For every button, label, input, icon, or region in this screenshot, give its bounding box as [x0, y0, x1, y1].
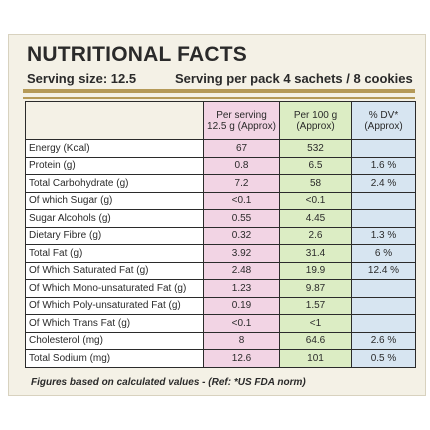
dv-value: 0.5 % [351, 349, 416, 368]
table-row: Total Fat (g) 3.92 31.4 6 % [25, 244, 416, 263]
nutrient-label: Sugar Alcohols (g) [25, 209, 204, 228]
table-row: Total Carbohydrate (g) 7.2 58 2.4 % [25, 174, 416, 193]
header-divider [23, 89, 415, 93]
nutrient-label: Total Fat (g) [25, 244, 204, 263]
nutrition-facts-panel: NUTRITIONAL FACTS Serving size: 12.5 Ser… [8, 34, 426, 396]
per-serving-value: 3.92 [203, 244, 280, 263]
dv-value: 2.6 % [351, 331, 416, 350]
table-row: Cholesterol (mg) 8 64.6 2.6 % [25, 331, 416, 350]
serving-size: Serving size: 12.5 [27, 71, 137, 86]
per-serving-value: 2.48 [203, 261, 280, 280]
per-100g-value: 31.4 [279, 244, 352, 263]
dv-value [351, 191, 416, 210]
dv-value: 1.3 % [351, 226, 416, 245]
table-row: Total Sodium (mg) 12.6 101 0.5 % [25, 349, 416, 368]
nutrient-label: Total Sodium (mg) [25, 349, 204, 368]
header-nutrient [25, 101, 204, 140]
dv-value [351, 209, 416, 228]
per-serving-value: <0.1 [203, 191, 280, 210]
nutrient-label: Of Which Saturated Fat (g) [25, 261, 204, 280]
table-row: Energy (Kcal) 67 532 [25, 139, 416, 158]
table-header-row: Per serving 12.5 g (Approx) Per 100 g (A… [25, 101, 416, 140]
nutrient-label: Of Which Mono-unsaturated Fat (g) [25, 279, 204, 298]
per-serving-value: 1.23 [203, 279, 280, 298]
dv-value: 6 % [351, 244, 416, 263]
nutrient-label: Total Carbohydrate (g) [25, 174, 204, 193]
dv-value [351, 296, 416, 315]
per-serving-value: 7.2 [203, 174, 280, 193]
per-100g-value: 58 [279, 174, 352, 193]
per-serving-value: 67 [203, 139, 280, 158]
per-100g-value: 4.45 [279, 209, 352, 228]
per-100g-value: 6.5 [279, 156, 352, 175]
table-row: Of Which Saturated Fat (g) 2.48 19.9 12.… [25, 261, 416, 280]
per-100g-value: <0.1 [279, 191, 352, 210]
nutrient-label: Protein (g) [25, 156, 204, 175]
footnote: Figures based on calculated values - (Re… [31, 377, 306, 388]
table-row: Of Which Mono-unsaturated Fat (g) 1.23 9… [25, 279, 416, 298]
nutrition-table: Per serving 12.5 g (Approx) Per 100 g (A… [25, 101, 416, 368]
per-serving-value: 0.55 [203, 209, 280, 228]
table-row: Sugar Alcohols (g) 0.55 4.45 [25, 209, 416, 228]
header-dv: % DV* (Approx) [351, 101, 416, 140]
page-title: NUTRITIONAL FACTS [27, 43, 248, 66]
table-row: Of which Sugar (g) <0.1 <0.1 [25, 191, 416, 210]
table-row: Of Which Trans Fat (g) <0.1 <1 [25, 314, 416, 333]
serving-per-pack: Serving per pack 4 sachets / 8 cookies [175, 71, 413, 86]
table-row: Protein (g) 0.8 6.5 1.6 % [25, 156, 416, 175]
per-100g-value: 64.6 [279, 331, 352, 350]
header-divider-thin [23, 97, 415, 99]
per-100g-value: 101 [279, 349, 352, 368]
dv-value: 12.4 % [351, 261, 416, 280]
per-100g-value: 1.57 [279, 296, 352, 315]
per-100g-value: <1 [279, 314, 352, 333]
per-100g-value: 9.87 [279, 279, 352, 298]
dv-value [351, 314, 416, 333]
nutrient-label: Cholesterol (mg) [25, 331, 204, 350]
nutrient-label: Of Which Trans Fat (g) [25, 314, 204, 333]
table-row: Dietary Fibre (g) 0.32 2.6 1.3 % [25, 226, 416, 245]
per-serving-value: 0.32 [203, 226, 280, 245]
per-100g-value: 19.9 [279, 261, 352, 280]
header-per-serving: Per serving 12.5 g (Approx) [203, 101, 280, 140]
table-row: Of Which Poly-unsaturated Fat (g) 0.19 1… [25, 296, 416, 315]
per-serving-value: <0.1 [203, 314, 280, 333]
nutrient-label: Of which Sugar (g) [25, 191, 204, 210]
per-100g-value: 2.6 [279, 226, 352, 245]
nutrient-label: Energy (Kcal) [25, 139, 204, 158]
dv-value: 2.4 % [351, 174, 416, 193]
header-per-100g: Per 100 g (Approx) [279, 101, 352, 140]
dv-value [351, 279, 416, 298]
per-serving-value: 0.8 [203, 156, 280, 175]
per-serving-value: 0.19 [203, 296, 280, 315]
dv-value [351, 139, 416, 158]
dv-value: 1.6 % [351, 156, 416, 175]
per-serving-value: 12.6 [203, 349, 280, 368]
nutrient-label: Of Which Poly-unsaturated Fat (g) [25, 296, 204, 315]
per-100g-value: 532 [279, 139, 352, 158]
nutrient-label: Dietary Fibre (g) [25, 226, 204, 245]
per-serving-value: 8 [203, 331, 280, 350]
